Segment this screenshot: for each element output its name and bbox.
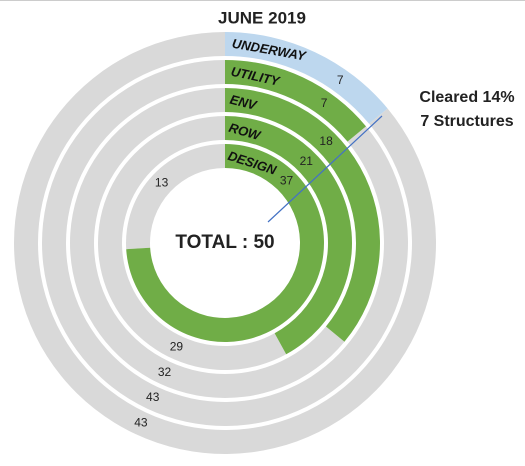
remaining-label: 13 <box>155 176 169 190</box>
remaining-label: 43 <box>134 416 148 430</box>
value-label: 18 <box>319 134 333 148</box>
cleared-arc <box>225 60 367 142</box>
value-label: 7 <box>337 73 344 87</box>
remaining-arc <box>98 116 287 370</box>
chart-title: JUNE 2019 <box>218 8 306 27</box>
remaining-label: 32 <box>158 365 172 379</box>
remaining-arc <box>126 144 225 250</box>
cleared-arc <box>225 116 353 355</box>
category-label: ENV <box>228 92 259 113</box>
annotation: Cleared 14% <box>419 89 514 106</box>
value-label: 21 <box>300 154 314 168</box>
value-label: 37 <box>280 174 294 188</box>
remaining-arc <box>69 88 345 398</box>
remaining-label: 29 <box>170 339 184 353</box>
cleared-arc <box>225 32 388 124</box>
annotation-line <box>267 115 383 223</box>
cleared-arc <box>225 88 380 342</box>
remaining-label: 43 <box>146 390 160 404</box>
center-label: TOTAL : 50 <box>175 232 274 253</box>
value-label: 7 <box>321 96 328 110</box>
annotation: 7 Structures <box>420 113 513 130</box>
